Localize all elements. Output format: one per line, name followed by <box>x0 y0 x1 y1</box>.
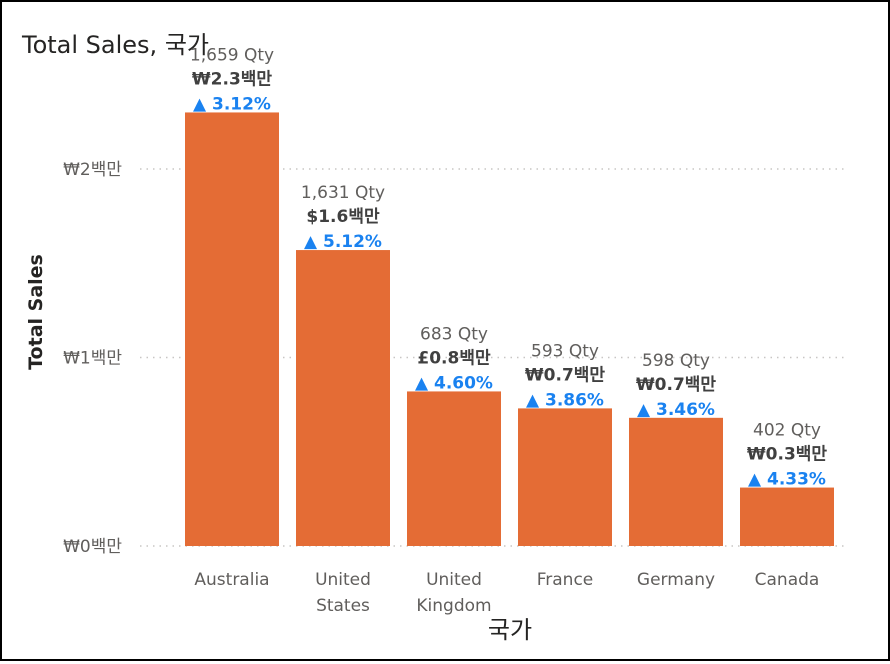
sales-label: £0.8백만 <box>417 348 491 368</box>
growth-label: ▲ 5.12% <box>304 232 382 252</box>
bar[interactable] <box>296 250 390 546</box>
qty-label: 683 Qty <box>420 324 488 344</box>
sales-label: ₩2.3백만 <box>192 69 273 89</box>
data-labels: 1,659 Qty ₩2.3백만 ▲ 3.12% 1,631 Qty $1.6백만 ▲ 5… <box>190 45 828 489</box>
y-tick-label: ₩0백만 <box>63 537 122 557</box>
x-tick-label: States <box>316 596 370 616</box>
x-tick-label: United <box>426 570 482 590</box>
qty-label: 598 Qty <box>642 351 710 371</box>
sales-label: ₩0.7백만 <box>525 365 606 385</box>
bar[interactable] <box>740 487 834 546</box>
chart-title: Total Sales, 국가 <box>21 31 209 59</box>
y-tick-label: ₩1백만 <box>63 349 122 369</box>
growth-label: ▲ 4.33% <box>748 470 826 490</box>
qty-label: 1,659 Qty <box>190 45 274 65</box>
x-tick-label: United <box>315 570 371 590</box>
x-axis-ticks: Australia United States United Kingdom France… <box>194 570 819 616</box>
x-tick-label: Kingdom <box>416 596 491 616</box>
growth-label: ▲ 3.46% <box>637 400 715 420</box>
sales-label: $1.6백만 <box>306 207 380 227</box>
qty-label: 402 Qty <box>753 421 821 441</box>
bar[interactable] <box>407 391 501 546</box>
growth-label: ▲ 3.12% <box>193 94 271 114</box>
y-axis-ticks: ₩0백만 ₩1백만 ₩2백만 <box>63 160 122 557</box>
qty-label: 593 Qty <box>531 341 599 361</box>
x-tick-label: Australia <box>194 570 269 590</box>
x-tick-label: Germany <box>637 570 715 590</box>
growth-label: ▲ 4.60% <box>415 373 493 393</box>
sales-label: ₩0.7백만 <box>636 375 717 395</box>
bars <box>185 112 834 546</box>
bar[interactable] <box>629 417 723 546</box>
x-tick-label: Canada <box>755 570 820 590</box>
growth-label: ▲ 3.86% <box>526 390 604 410</box>
bar[interactable] <box>518 408 612 546</box>
sales-label: ₩0.3백만 <box>747 445 828 465</box>
x-tick-label: France <box>537 570 594 590</box>
qty-label: 1,631 Qty <box>301 183 385 203</box>
x-axis-title: 국가 <box>488 616 532 644</box>
y-axis-title: Total Sales <box>25 254 47 370</box>
y-tick-label: ₩2백만 <box>63 160 122 180</box>
bar[interactable] <box>185 112 279 546</box>
